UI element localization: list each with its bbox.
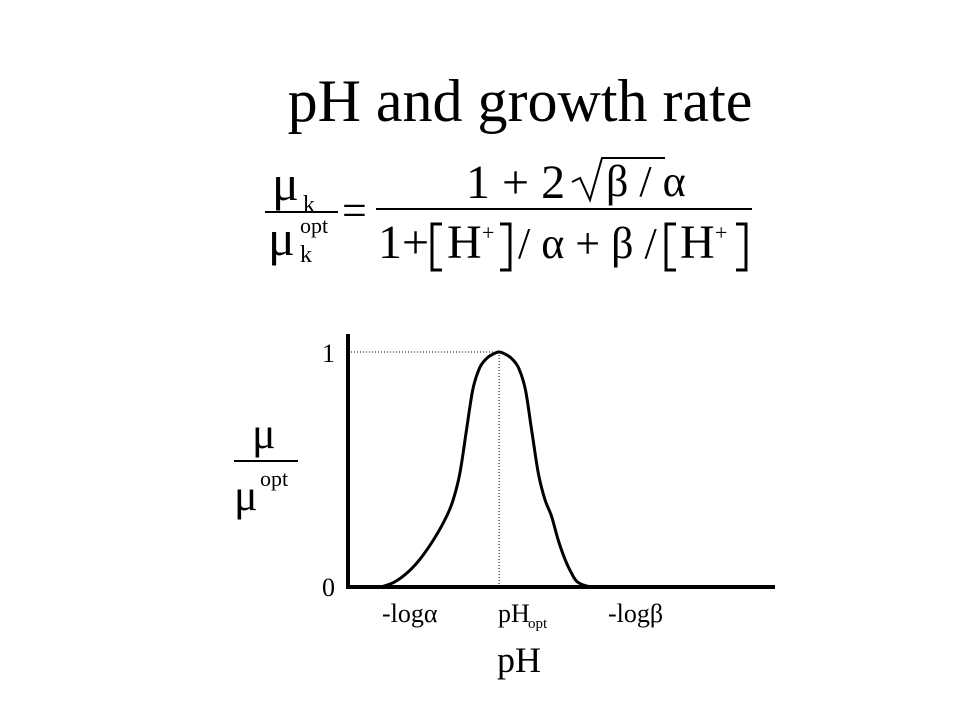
rhs-denominator-one: 1+ (378, 216, 429, 269)
x-tick-label-ph-opt: pH (498, 599, 530, 628)
rhs-numerator-radicand: β / α (606, 157, 686, 206)
lhs-denominator-sub: k (300, 242, 312, 268)
y-tick-label-1: 1 (322, 339, 335, 368)
y-axis-label-denominator: μ (234, 471, 258, 520)
lhs-denominator-sup: opt (300, 213, 328, 238)
y-tick-label-0: 0 (322, 573, 335, 602)
x-tick-label-neg-log-beta: -logβ (608, 599, 663, 628)
rhs-denominator-mid: / α + β / (518, 219, 657, 268)
rhs-denominator-h2: H (680, 216, 715, 269)
rhs-denominator-h1: H (447, 216, 482, 269)
rhs-numerator-lead: 1 + 2 (466, 156, 565, 209)
sqrt-sign (571, 157, 665, 203)
rhs-denominator-h1-sup: + (482, 220, 494, 245)
y-axis-label-denominator-sup: opt (260, 466, 288, 491)
right-bracket-2 (736, 222, 748, 272)
x-tick-label-neg-log-alpha: -logα (382, 599, 438, 628)
rhs-denominator-h2-sup: + (715, 220, 727, 245)
growth-curve (380, 350, 644, 589)
y-axis-label-numerator: μ (252, 409, 276, 458)
left-bracket-1 (430, 222, 442, 272)
left-bracket-2 (664, 222, 676, 272)
equals-sign: = (342, 186, 367, 235)
x-tick-label-ph-opt-sub: opt (528, 616, 548, 632)
lhs-denominator-mu: μ (268, 210, 295, 266)
x-axis-label: pH (497, 640, 541, 680)
lhs-numerator-mu: μ (272, 155, 299, 211)
page-title: pH and growth rate (287, 68, 753, 134)
right-bracket-1 (500, 222, 512, 272)
